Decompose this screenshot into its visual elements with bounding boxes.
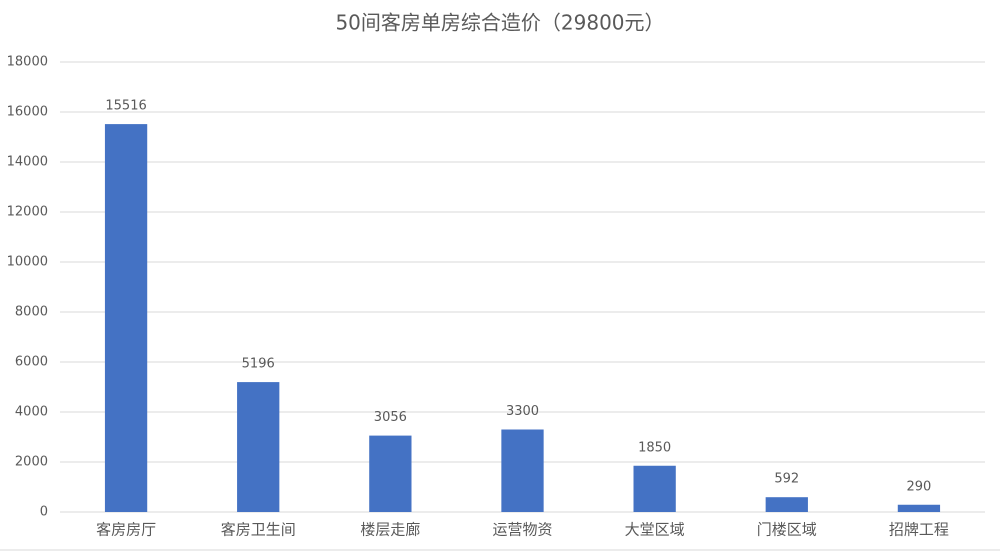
data-label: 3056	[374, 410, 407, 425]
y-tick-label: 0	[40, 505, 48, 520]
x-tick-label: 客房房厅	[96, 521, 156, 539]
y-tick-label: 2000	[15, 455, 48, 470]
y-tick-label: 8000	[15, 305, 48, 320]
x-tick-label: 楼层走廊	[360, 521, 420, 539]
bar	[369, 435, 412, 512]
x-tick-label: 招牌工程	[889, 521, 949, 539]
bar	[237, 382, 280, 512]
data-label: 1850	[638, 440, 671, 455]
bar	[897, 504, 941, 512]
y-tick-label: 4000	[15, 405, 48, 420]
y-tick-label: 18000	[7, 55, 48, 70]
data-label: 290	[907, 479, 932, 494]
x-tick-label: 门楼区域	[757, 521, 817, 539]
bar	[501, 429, 544, 512]
x-tick-label: 运营物资	[492, 521, 552, 539]
y-tick-label: 16000	[7, 105, 48, 120]
y-tick-label: 10000	[7, 255, 48, 270]
y-tick-label: 12000	[7, 205, 48, 220]
y-tick-label: 14000	[7, 155, 48, 170]
data-label: 3300	[506, 404, 539, 419]
x-tick-label: 客房卫生间	[221, 521, 296, 539]
data-label: 592	[774, 472, 799, 487]
data-label: 15516	[105, 99, 146, 114]
bar	[633, 465, 676, 512]
y-tick-label: 6000	[15, 355, 48, 370]
data-label: 5196	[242, 357, 275, 372]
x-tick-label: 大堂区域	[625, 521, 685, 539]
chart-title: 50间客房单房综合造价（29800元）	[335, 11, 664, 35]
bar	[104, 124, 148, 512]
bar	[765, 497, 808, 512]
